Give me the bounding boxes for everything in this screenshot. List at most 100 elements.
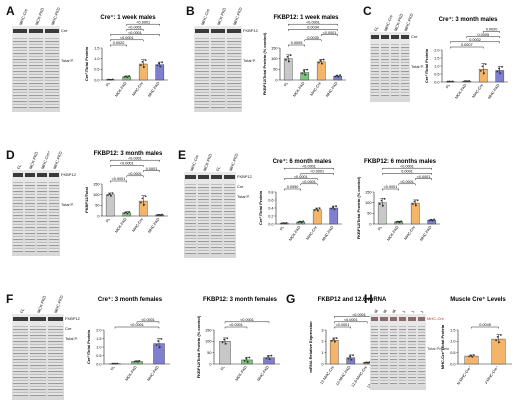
y-axis-label: Cre⁺/Total Protein: [258, 190, 263, 225]
significance-bracket: [483, 31, 500, 33]
significance-bracket: [382, 188, 399, 191]
blot-band: [401, 35, 409, 39]
blot-lane: [381, 44, 389, 98]
significance-bracket: [382, 173, 432, 175]
data-point: [483, 72, 485, 75]
data-point: [303, 70, 305, 72]
data-point: [161, 61, 164, 64]
x-tick-label: FL: [220, 365, 226, 371]
data-point: [471, 355, 474, 358]
blot-lane: [195, 38, 209, 108]
significance-bracket: [143, 170, 160, 173]
data-point: [332, 206, 334, 208]
y-tick-label: 2.0: [434, 48, 439, 52]
data-point: [500, 334, 502, 336]
x-tick-label: MHC-FKD: [147, 217, 160, 234]
data-point: [416, 199, 419, 202]
data-point: [448, 80, 451, 83]
data-point: [285, 221, 288, 224]
data-point: [318, 207, 321, 210]
blot-band: [391, 35, 399, 39]
significance-bracket: [471, 326, 499, 329]
y-tick-label: 0.6: [268, 198, 273, 202]
significance-bracket: [110, 180, 127, 183]
blot-lane-label: MHC-Cre: [200, 8, 211, 26]
blot-lane: [47, 326, 63, 396]
chart-title: FKBP12 and 12.6 mRNA: [318, 297, 387, 303]
data-point: [159, 65, 162, 68]
data-point: [280, 222, 283, 225]
blot-band-label: Total P.: [65, 336, 78, 341]
blot-lane: [198, 184, 209, 254]
blot-band: [224, 175, 235, 179]
data-point: [139, 201, 142, 204]
data-point: [265, 357, 268, 360]
data-point: [110, 78, 112, 81]
data-point: [221, 341, 224, 344]
data-point: [111, 362, 114, 365]
p-value-label: 0.0001: [401, 170, 413, 174]
p-value-label: <0.0001: [294, 175, 308, 179]
x-tick-label: MHC-Cre: [310, 81, 322, 96]
bar-chart-h: Muscle Cre⁺ Levels 0.0 0.5 1.0 1.5 MHC-Cre⁺/T…: [440, 296, 512, 386]
p-value-label: <0.0001: [352, 313, 366, 317]
p-value-label: 0.0020: [486, 28, 498, 32]
data-point: [158, 213, 160, 216]
data-point: [284, 58, 287, 61]
data-point: [411, 203, 414, 205]
blot-lane-label: MHC-Cre: [383, 14, 394, 32]
significance-bracket: [450, 46, 484, 49]
p-value-label: 0.0030: [307, 36, 319, 40]
data-point: [415, 204, 417, 207]
data-point: [433, 218, 436, 221]
data-point: [463, 80, 466, 83]
blot-band-label: FKBP12: [61, 172, 76, 177]
blot-lane: [371, 44, 379, 98]
y-tick-label: 100: [271, 57, 277, 61]
data-point: [156, 64, 159, 67]
blot-band-label: Cre: [411, 34, 418, 39]
p-value-label: <0.0001: [128, 172, 142, 176]
blot-band-label: Total P.: [61, 202, 74, 207]
panel-label-c: C: [363, 4, 372, 18]
blot-band: [195, 29, 209, 33]
y-tick-label: 150: [93, 182, 99, 186]
bar: [329, 340, 339, 365]
significance-bracket: [126, 23, 160, 26]
y-tick-label: 2.0: [96, 328, 101, 332]
y-tick-label: 2: [321, 340, 323, 344]
p-value-label: <0.0001: [400, 164, 414, 168]
blot-lane: [408, 326, 416, 386]
panel-label-b: B: [186, 4, 195, 18]
p-value-label: <0.0001: [120, 162, 134, 166]
significance-bracket: [126, 29, 144, 31]
significance-bracket: [288, 23, 338, 26]
blot-band: [389, 317, 397, 321]
x-tick-label: MHC-FKD: [325, 81, 338, 98]
bar: [329, 207, 339, 225]
p-value-label: 0.0002: [469, 38, 481, 42]
significance-bracket: [110, 159, 160, 162]
blot-band: [13, 173, 23, 177]
data-point: [400, 220, 403, 223]
blot-lane: [185, 184, 196, 254]
y-tick-label: 1.5: [434, 56, 439, 60]
blot-lane: [224, 184, 235, 254]
data-point: [155, 344, 158, 347]
y-tick-label: 0.2: [268, 214, 273, 218]
significance-bracket: [284, 188, 301, 191]
significance-bracket: [126, 175, 144, 178]
y-tick-label: 1.0: [434, 64, 439, 68]
p-value-label: 0.0005: [291, 41, 303, 45]
data-point: [224, 342, 227, 345]
blot-lane: [29, 38, 43, 108]
x-tick-label: MHC-FKD: [419, 225, 432, 242]
data-point: [484, 63, 487, 66]
data-point: [496, 70, 499, 73]
data-point: [498, 341, 501, 344]
x-tick-label: MHC-Cre: [306, 225, 318, 240]
blot-band: [211, 175, 222, 179]
data-point: [128, 210, 131, 213]
data-point: [223, 338, 226, 341]
p-value-label: <0.0001: [120, 36, 134, 40]
